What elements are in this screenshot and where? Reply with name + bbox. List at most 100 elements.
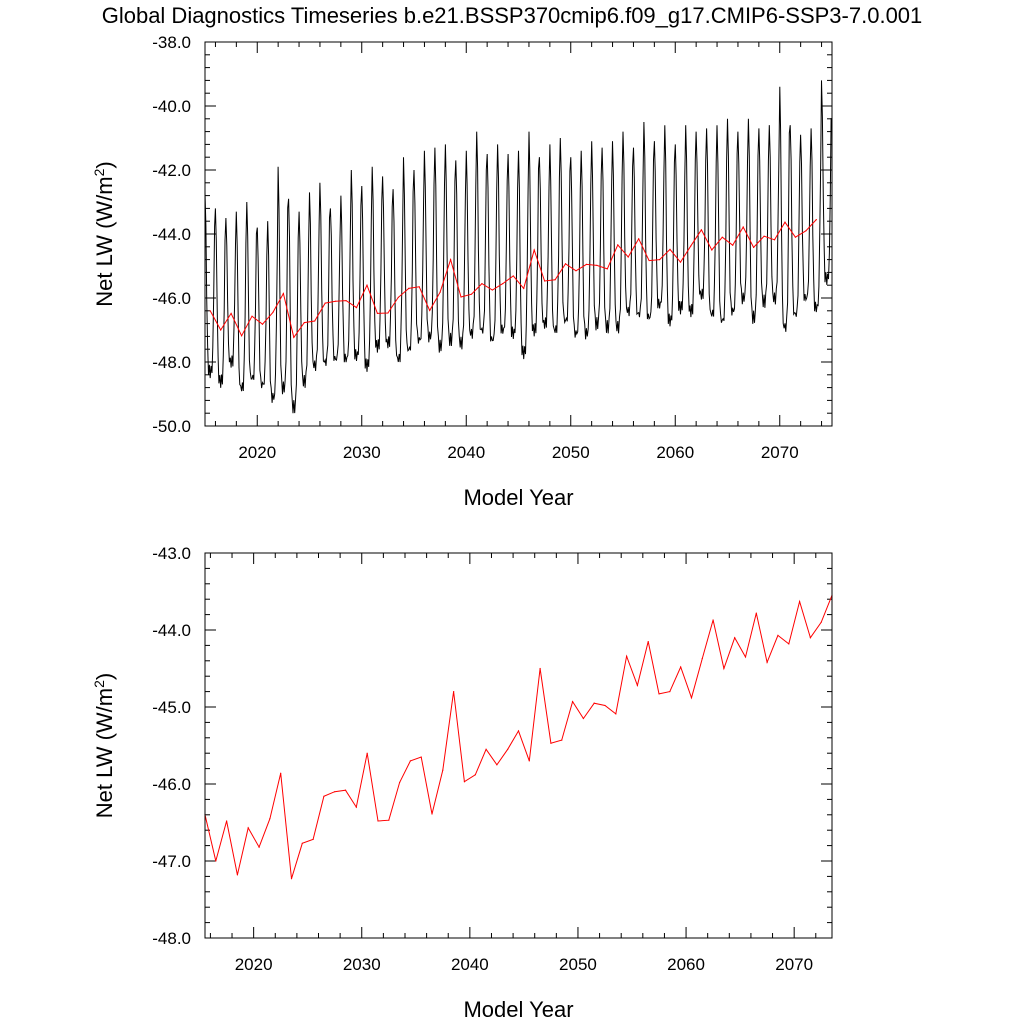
data-point: [585, 263, 588, 265]
data-point: [544, 280, 546, 282]
data-point: [226, 820, 228, 822]
data-point: [230, 312, 232, 314]
data-point: [680, 666, 682, 668]
data-point: [809, 637, 811, 639]
y-tick-label: -44.0: [152, 225, 191, 244]
data-point: [491, 289, 493, 291]
data-point: [712, 619, 714, 621]
data-point: [690, 245, 692, 247]
data-point: [700, 229, 702, 231]
data-point: [442, 769, 444, 771]
x-tick-label: 2020: [235, 955, 273, 974]
data-point: [355, 307, 358, 309]
data-point: [301, 842, 303, 844]
data-point: [647, 640, 649, 643]
data-point: [496, 764, 498, 766]
data-point: [777, 634, 779, 636]
data-point: [453, 691, 455, 693]
y-tick-label: -48.0: [152, 929, 191, 948]
data-point: [220, 329, 222, 331]
data-point: [571, 701, 574, 703]
y-tick-label: -38.0: [152, 33, 191, 52]
plot-frame: [204, 552, 833, 939]
x-tick-label: 2050: [552, 443, 590, 462]
data-point: [815, 219, 817, 221]
data-point: [512, 275, 514, 277]
x-axis-label: Model Year: [463, 997, 573, 1022]
series-line-annual: [204, 595, 833, 879]
data-point: [236, 874, 239, 876]
data-point: [280, 772, 282, 774]
data-point: [658, 693, 660, 695]
data-point: [523, 287, 525, 289]
data-point: [258, 846, 260, 848]
data-point: [507, 748, 509, 750]
data-point: [638, 238, 640, 240]
data-point: [247, 827, 249, 829]
data-point: [554, 279, 556, 281]
data-point: [615, 713, 617, 715]
data-point: [429, 309, 431, 312]
bottom-panel: -48.0 -47.0 -46.0 -45.0 -44.0 -43.0 2020 2030 20…: [91, 544, 833, 1022]
data-point: [345, 299, 347, 302]
x-tick-label: 2070: [761, 443, 799, 462]
data-point: [744, 656, 747, 658]
data-point: [820, 621, 822, 623]
data-point: [721, 236, 723, 238]
y-tick-label: -48.0: [152, 353, 191, 372]
y-tick-label: -45.0: [152, 698, 191, 717]
data-point: [431, 813, 433, 815]
data-point: [460, 296, 462, 298]
data-point: [409, 760, 411, 762]
data-point: [376, 312, 379, 314]
series-line-monthly: [204, 80, 832, 414]
x-tick-label: 2060: [656, 443, 694, 462]
y-axis-label: Net LW (W/m2): [91, 673, 117, 818]
data-point: [261, 323, 264, 325]
data-point: [408, 287, 410, 289]
data-point: [734, 637, 736, 639]
data-point: [784, 221, 786, 223]
data-point: [701, 657, 703, 660]
data-point: [387, 312, 389, 314]
data-point: [794, 236, 797, 238]
data-point: [269, 818, 271, 820]
data-point: [593, 702, 595, 704]
data-point: [690, 697, 693, 699]
data-point: [561, 739, 563, 741]
data-point: [798, 600, 801, 603]
data-point: [240, 335, 243, 337]
x-tick-label: 2070: [775, 955, 813, 974]
data-point: [788, 643, 790, 645]
data-point: [679, 261, 682, 263]
data-point: [388, 819, 390, 821]
y-tick-label: -40.0: [152, 97, 191, 116]
data-point: [366, 752, 368, 754]
data-point: [732, 244, 734, 246]
x-tick-label: 2030: [343, 443, 381, 462]
data-point: [711, 249, 713, 251]
figure-title: Global Diagnostics Timeseries b.e21.BSSP…: [102, 3, 923, 28]
data-point: [334, 791, 336, 793]
x-tick-label: 2040: [447, 443, 485, 462]
data-point: [420, 756, 422, 758]
data-point: [397, 296, 399, 298]
data-point: [627, 256, 629, 258]
data-point: [550, 742, 552, 744]
data-point: [272, 311, 274, 313]
data-point: [323, 795, 325, 797]
x-tick-label: 2020: [238, 443, 276, 462]
data-point: [449, 259, 452, 261]
y-tick-label: -42.0: [152, 161, 191, 180]
data-point: [470, 293, 473, 295]
data-point: [366, 284, 368, 286]
data-point: [582, 717, 584, 720]
data-point: [290, 878, 293, 880]
data-point: [303, 322, 305, 324]
data-point: [463, 781, 466, 783]
data-point: [636, 684, 639, 687]
data-point: [575, 270, 577, 272]
y-tick-label: -44.0: [152, 621, 191, 640]
data-point: [528, 760, 530, 762]
